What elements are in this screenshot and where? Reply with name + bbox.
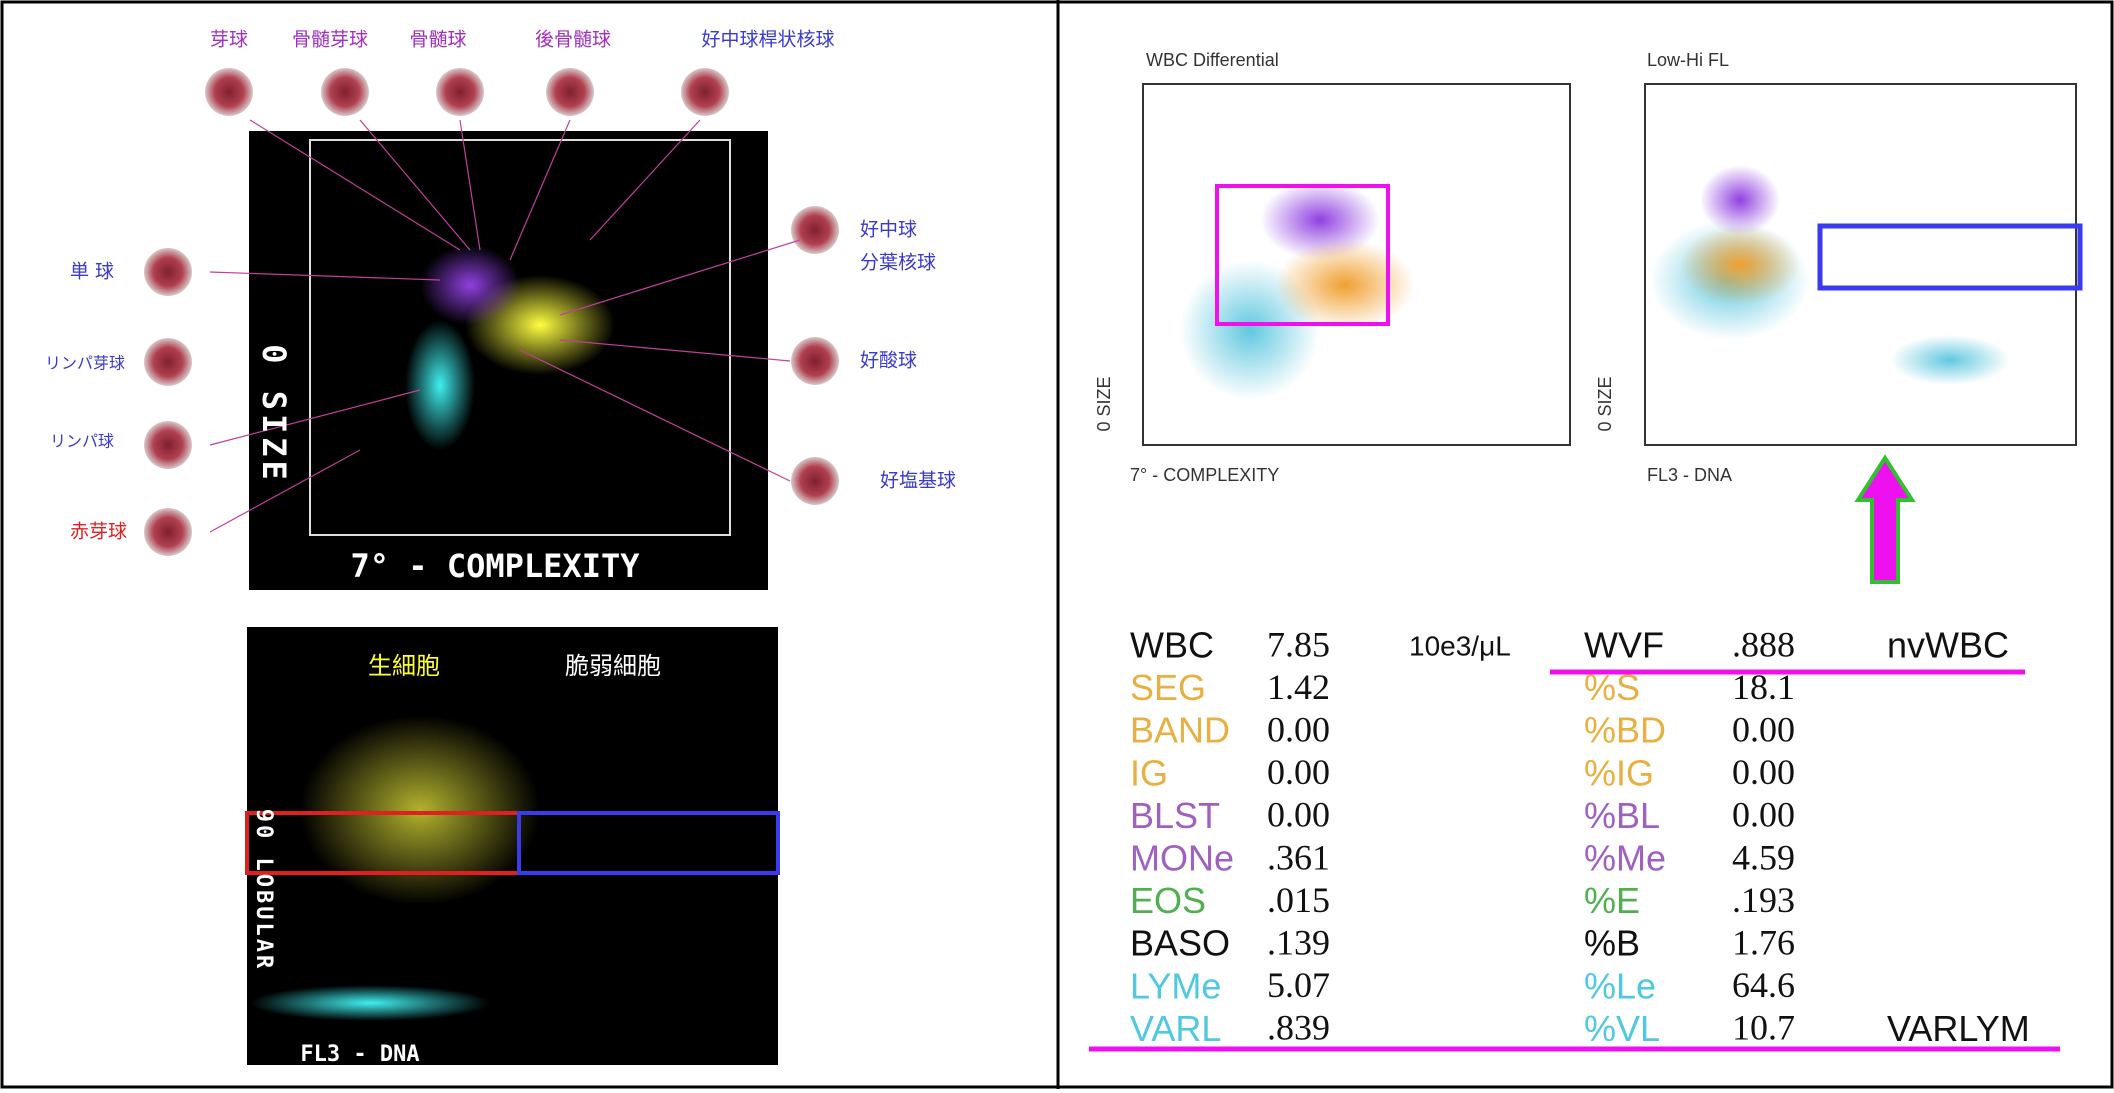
table-cell: 0.00 [1732, 795, 1795, 835]
cluster [300, 715, 540, 905]
table-cell: 0.00 [1267, 752, 1330, 792]
cell-label: 芽球 [210, 29, 248, 51]
table-cell: BLST [1130, 795, 1220, 836]
table-cell: LYMe [1130, 965, 1221, 1006]
table-cell: 0.00 [1732, 709, 1795, 749]
plot-frame [1644, 83, 2077, 446]
table-cell: .139 [1267, 922, 1330, 962]
table-cell: SEG [1130, 667, 1206, 708]
cell-label: 分葉核球 [860, 252, 936, 274]
table-cell: .888 [1732, 624, 1795, 664]
cell-label: 骨髄球 [409, 29, 466, 51]
cell-label: 単 球 [70, 261, 114, 283]
table-cell: 5.07 [1267, 965, 1330, 1005]
table-cell: 64.6 [1732, 965, 1795, 1005]
cell-images [144, 68, 839, 556]
cell-label: リンパ球 [50, 432, 114, 451]
region-label: 生細胞 [368, 652, 440, 680]
table-cell: 1.42 [1267, 667, 1330, 707]
cluster [1890, 335, 2010, 385]
table-cell: 10.7 [1732, 1008, 1795, 1048]
cluster [1260, 180, 1380, 260]
table-cell: 1.76 [1732, 922, 1795, 962]
table-cell: WVF [1584, 625, 1664, 666]
table-cell: BAND [1130, 710, 1230, 751]
cell-label: 好塩基球 [880, 470, 956, 492]
cluster [1700, 165, 1780, 235]
cell-label: 後骨髄球 [535, 29, 611, 51]
cell-label: リンパ芽球 [45, 354, 125, 373]
y-axis-label: 90 LOBULAR [251, 809, 276, 971]
cell-label: 骨髄芽球 [292, 29, 368, 51]
y-axis-label: 0 SIZE [1094, 376, 1114, 431]
x-axis-label: FL3 - DNA [300, 1042, 419, 1067]
highlight-box [1215, 184, 1390, 326]
top-labels: 芽球 骨髄芽球 骨髄球 後骨髄球 好中球桿状核球 単 球 リンパ芽球 リンパ球 … [45, 29, 956, 543]
cell-label: 赤芽球 [70, 521, 127, 543]
table-cell: 0.00 [1267, 795, 1330, 835]
table-cell: IG [1130, 752, 1168, 793]
cluster [1680, 225, 1800, 305]
table-cell: .015 [1267, 880, 1330, 920]
table-cell: 0.00 [1267, 709, 1330, 749]
plot-frame [309, 139, 731, 536]
region-label: 脆弱細胞 [565, 652, 661, 680]
cluster [250, 985, 490, 1021]
table-cell: %IG [1584, 752, 1654, 793]
table-cell: .839 [1267, 1008, 1330, 1048]
x-axis-label: FL3 - DNA [1647, 465, 1732, 485]
table-cell: nvWBC [1887, 625, 2009, 666]
cell-label: 好酸球 [860, 350, 917, 372]
table-cell: %Me [1584, 838, 1666, 879]
arrow [1854, 454, 1916, 584]
cell-label: 好中球 [860, 219, 917, 241]
y-axis-label: 0 SIZE [1595, 376, 1615, 431]
table-cell: WBC [1130, 625, 1214, 666]
highlight-box [1817, 223, 2083, 291]
cluster [405, 320, 475, 450]
cell-label: 好中球桿状核球 [701, 29, 834, 51]
table-cell: %BL [1584, 795, 1660, 836]
x-axis-label: 7° - COMPLEXITY [351, 547, 641, 585]
table-cell: .193 [1732, 880, 1795, 920]
table-cell: BASO [1130, 923, 1230, 964]
y-axis-label: 0 SIZE [255, 344, 293, 484]
table-cell: VARLYM [1887, 1008, 2030, 1049]
table-cell: %BD [1584, 710, 1666, 751]
plot-frame [1142, 83, 1571, 446]
table-cell: %VL [1584, 1008, 1660, 1049]
table-cell: %E [1584, 880, 1640, 921]
plot-title: WBC Differential [1146, 50, 1279, 70]
cluster [1275, 240, 1415, 330]
table-cell: %B [1584, 923, 1640, 964]
table-cell: %Le [1584, 965, 1656, 1006]
table-cell: 10e3/μL [1409, 630, 1511, 661]
pointer-lines [209, 119, 801, 533]
table-cell: 7.85 [1267, 624, 1330, 664]
highlight-box [517, 811, 780, 875]
cluster [420, 245, 520, 325]
plot-title: Low-Hi FL [1647, 50, 1729, 70]
table-cell: .361 [1267, 837, 1330, 877]
table-cell: 4.59 [1732, 837, 1795, 877]
table-cell: MONe [1130, 838, 1234, 879]
table-cell: VARL [1130, 1008, 1221, 1049]
table-cell: EOS [1130, 880, 1206, 921]
table-cell: 0.00 [1732, 752, 1795, 792]
x-axis-label: 7° - COMPLEXITY [1130, 465, 1279, 485]
